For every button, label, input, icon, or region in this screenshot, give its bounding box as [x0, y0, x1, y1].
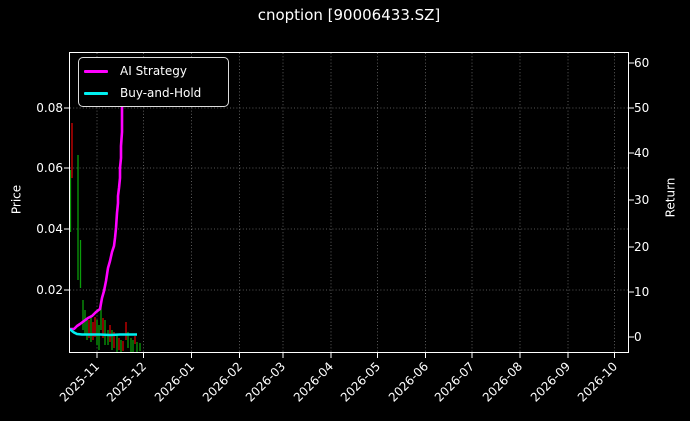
right-axis-label: Return [663, 177, 678, 218]
plot-area [69, 52, 629, 353]
price-tick-label: 0.06 [36, 161, 63, 175]
legend-label: Buy-and-Hold [120, 86, 202, 100]
buy-and-hold-line-swatch [84, 91, 108, 95]
return-tick-label: 60 [634, 56, 650, 70]
ai-strategy-line [70, 97, 125, 331]
legend-label: AI Strategy [120, 64, 187, 78]
chart-title: cnoption [90006433.SZ] [257, 6, 441, 24]
left-axis-label: Price [9, 184, 24, 215]
date-tick-label: 2026-04 [290, 359, 337, 405]
date-tick-label: 2026-09 [527, 359, 574, 405]
return-tick-label: 20 [634, 240, 650, 254]
gridlines [70, 53, 628, 352]
return-tick-label: 40 [634, 146, 650, 160]
date-tick-label: 2026-02 [199, 359, 245, 405]
date-tick-label: 2026-01 [151, 359, 197, 405]
buy-and-hold-line [70, 328, 137, 337]
date-tick-label: 2026-07 [431, 359, 478, 405]
date-tick-label: 2025-12 [103, 359, 149, 405]
date-tick-label: 2026-10 [574, 359, 620, 405]
plot-canvas [70, 53, 628, 352]
price-tick-label: 0.08 [36, 101, 63, 115]
ai-strategy-line-swatch [84, 69, 108, 73]
return-tick-label: 50 [634, 101, 650, 115]
date-tick-label: 2026-06 [385, 359, 431, 405]
return-tick-label: 10 [634, 285, 650, 299]
return-tick-label: 0 [634, 330, 642, 344]
legend-item-buy-and-hold: Buy-and-Hold [79, 84, 228, 103]
price-tick-label: 0.02 [36, 283, 63, 297]
candlestick-series [70, 123, 141, 352]
date-tick-label: 2026-08 [479, 359, 526, 405]
return-tick-label: 30 [634, 193, 650, 207]
legend: AI Strategy Buy-and-Hold [78, 57, 229, 107]
date-tick-label: 2026-05 [337, 359, 383, 405]
legend-item-ai-strategy: AI Strategy [79, 62, 228, 81]
date-tick-label: 2026-03 [242, 359, 289, 405]
price-tick-label: 0.04 [36, 222, 63, 236]
date-tick-label: 2025-11 [56, 359, 103, 405]
